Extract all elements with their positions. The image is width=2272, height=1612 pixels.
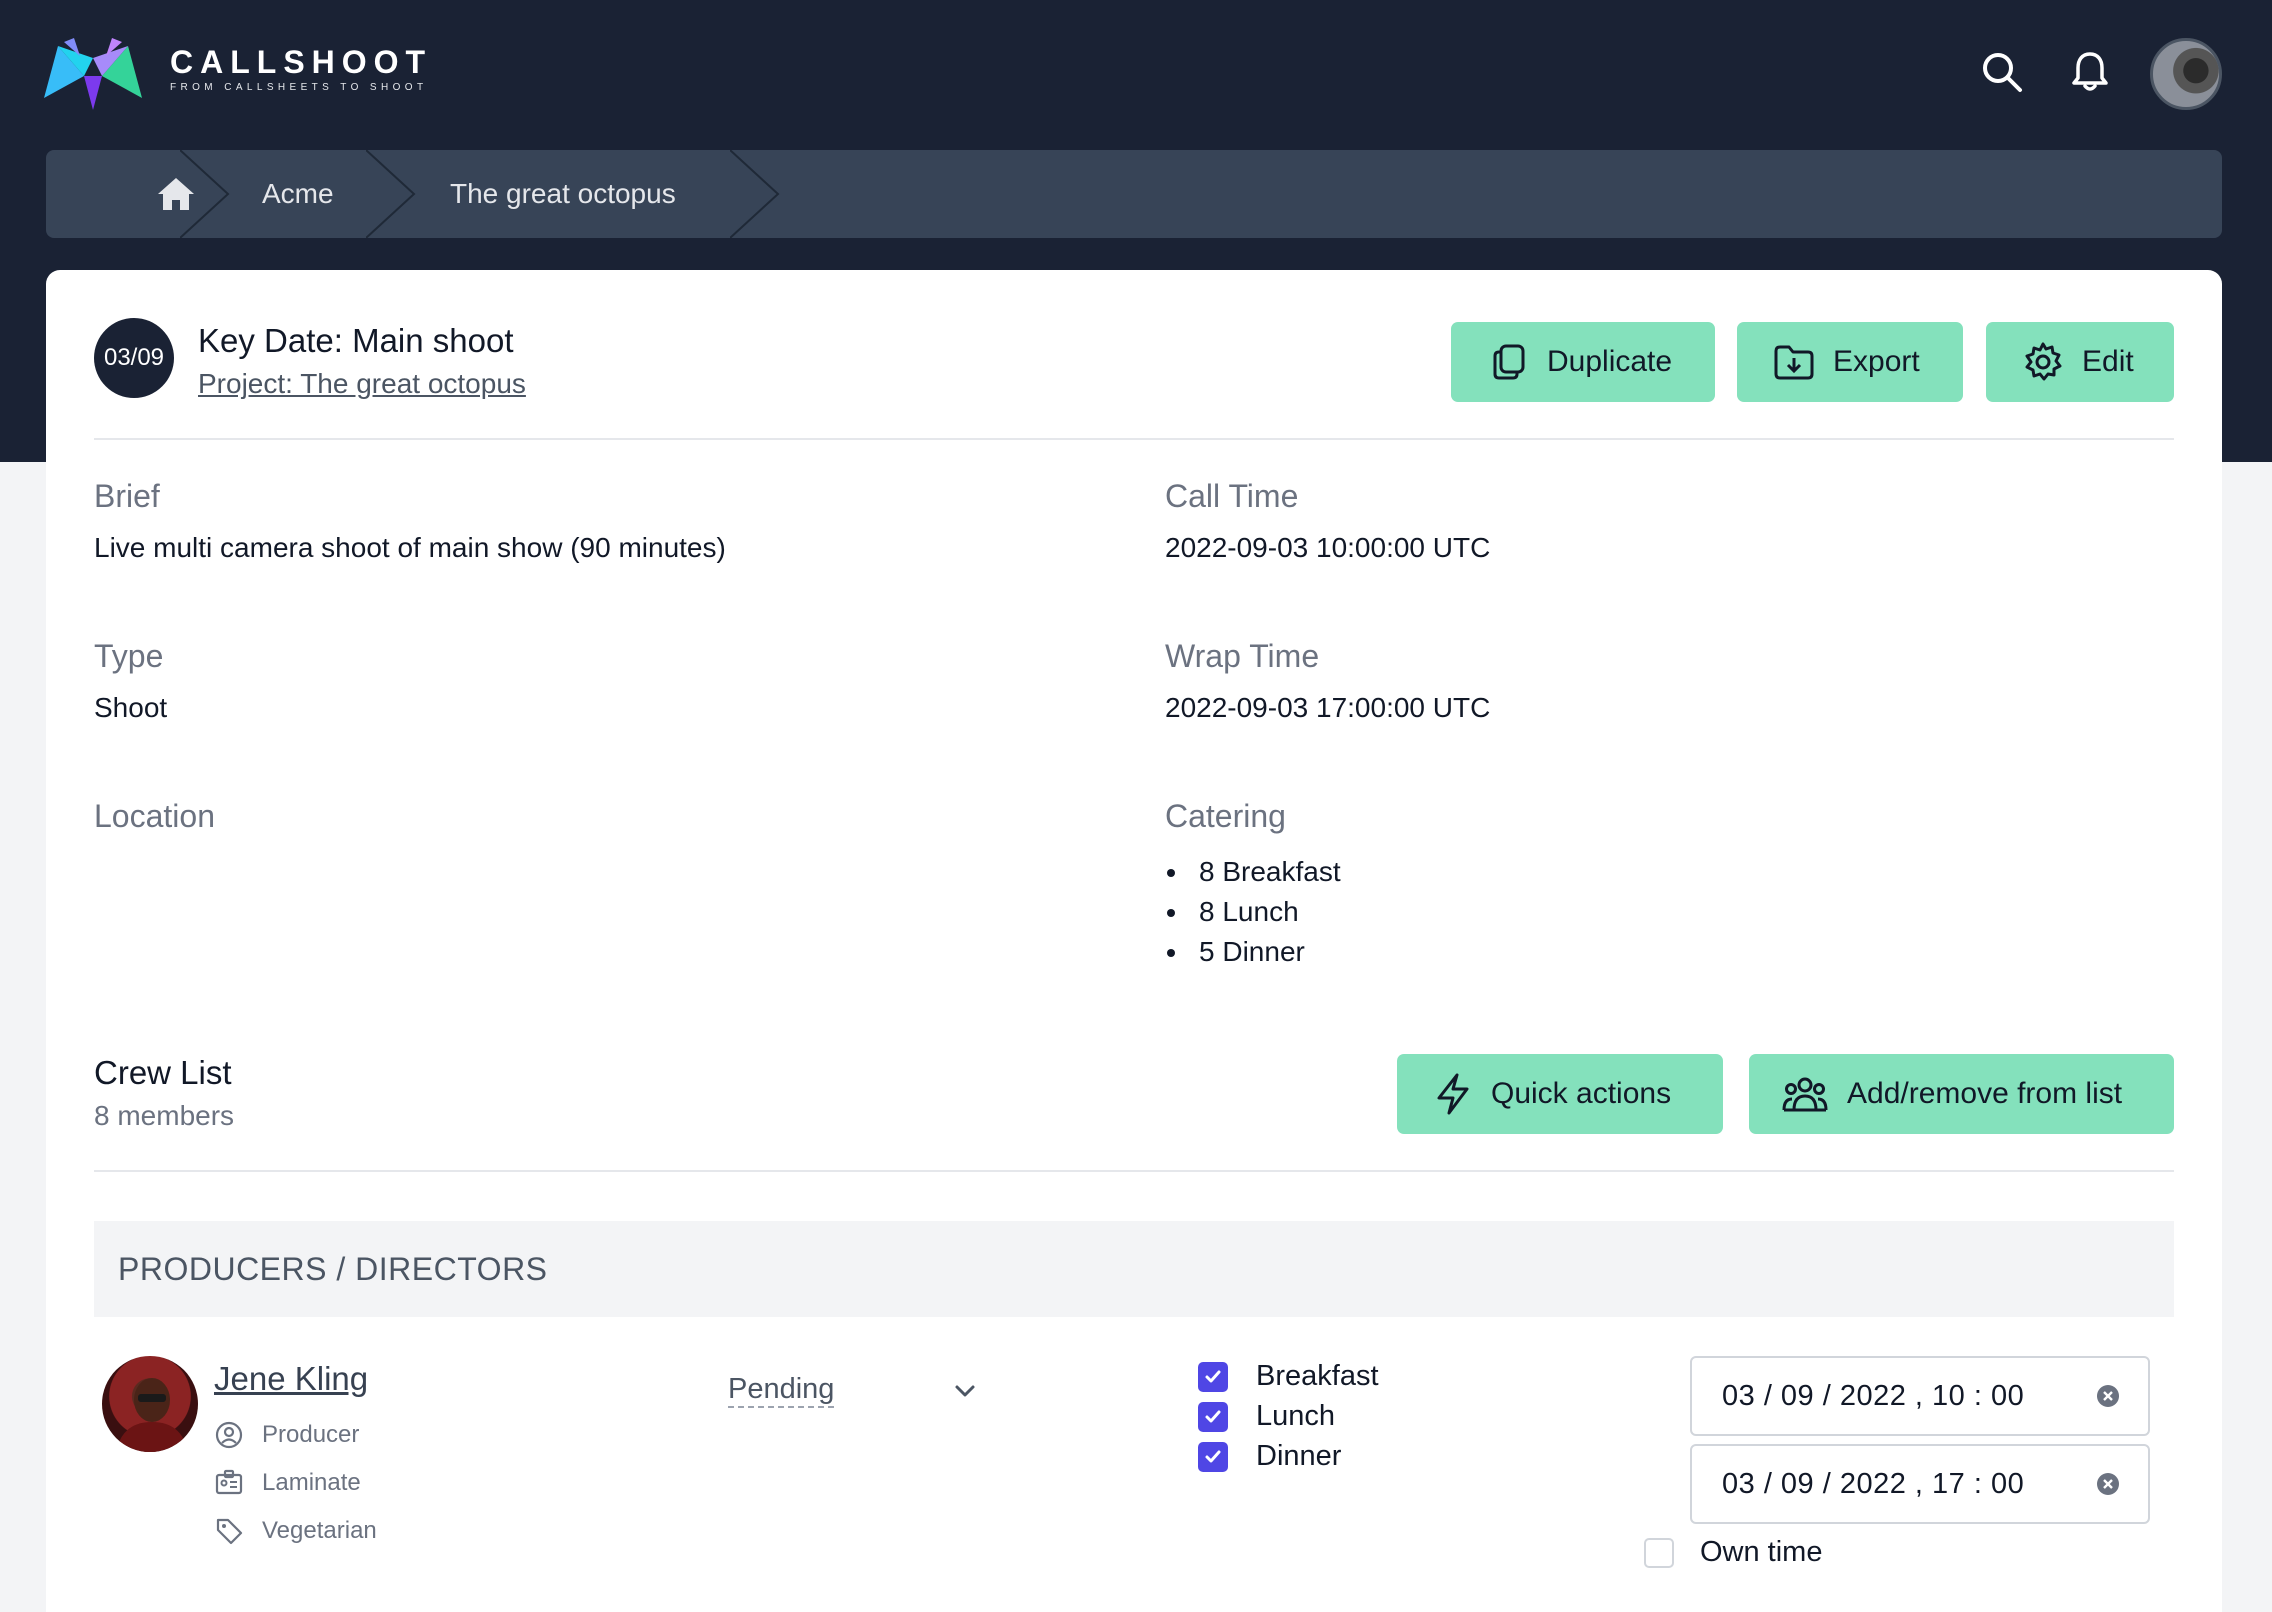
list-item: 5 Dinner: [1165, 932, 1341, 972]
chevron-down-icon: [955, 1385, 975, 1397]
breadcrumb-separator-icon: [366, 150, 416, 238]
meal-label: Lunch: [1256, 1400, 1336, 1432]
breadcrumb-separator-icon: [180, 150, 230, 238]
brand: CALLSHOOT FROM CALLSHEETS TO SHOOT: [170, 44, 432, 93]
call-time-input[interactable]: 03 / 09 / 2022 , 10 : 00: [1690, 1356, 2150, 1436]
call-time-input-value: 03 / 09 / 2022 , 10 : 00: [1722, 1380, 2025, 1412]
member-diet: Vegetarian: [214, 1516, 377, 1546]
crew-member-count: 8 members: [94, 1100, 235, 1131]
breadcrumb-separator-icon: [730, 150, 780, 238]
diet-text: Vegetarian: [262, 1517, 377, 1544]
bell-icon[interactable]: [2066, 48, 2114, 96]
lightning-icon: [1437, 1073, 1469, 1115]
catering-label: Catering: [1165, 798, 1286, 834]
top-navbar: CALLSHOOT FROM CALLSHEETS TO SHOOT: [0, 0, 2272, 150]
crew-list-title: Crew List: [94, 1054, 232, 1091]
export-label: Export: [1833, 345, 1920, 378]
breadcrumb: Acme The great octopus: [46, 150, 2222, 238]
project-link[interactable]: Project: The great octopus: [198, 368, 526, 399]
member-role: Producer: [214, 1420, 359, 1450]
own-time-label: Own time: [1700, 1536, 1823, 1568]
laminate-text: Laminate: [262, 1469, 361, 1496]
status-dropdown[interactable]: Pending: [728, 1368, 988, 1414]
user-avatar[interactable]: [2150, 38, 2222, 110]
brand-name: CALLSHOOT: [170, 44, 433, 80]
clear-icon[interactable]: [2094, 1382, 2122, 1410]
folder-download-icon: [1774, 345, 1814, 380]
department-header: PRODUCERS / DIRECTORS: [94, 1221, 2174, 1317]
list-item: 8 Breakfast: [1165, 852, 1341, 892]
type-value: Shoot: [94, 692, 168, 723]
brand-tagline: FROM CALLSHEETS TO SHOOT: [170, 82, 428, 93]
add-remove-label: Add/remove from list: [1847, 1077, 2123, 1110]
wrap-time-label: Wrap Time: [1165, 638, 1320, 674]
date-badge: 03/09: [94, 318, 174, 398]
home-icon[interactable]: [156, 176, 196, 212]
edit-label: Edit: [2082, 345, 2134, 378]
meal-label: Dinner: [1256, 1440, 1342, 1472]
brief-label: Brief: [94, 478, 160, 514]
id-card-icon: [215, 1469, 243, 1495]
brief-value: Live multi camera shoot of main show (90…: [94, 532, 726, 563]
location-label: Location: [94, 798, 215, 834]
check-icon: [1205, 1410, 1221, 1422]
member-laminate: Laminate: [214, 1468, 361, 1498]
add-remove-button[interactable]: Add/remove from list: [1749, 1054, 2174, 1134]
breadcrumb-item-acme[interactable]: Acme: [262, 178, 334, 209]
callshoot-logo-icon[interactable]: [44, 36, 142, 110]
wrap-time-input-value: 03 / 09 / 2022 , 17 : 00: [1722, 1468, 2025, 1500]
avatar[interactable]: [102, 1356, 198, 1452]
wrap-time-value: 2022-09-03 17:00:00 UTC: [1165, 692, 1491, 723]
user-circle-icon: [215, 1421, 243, 1449]
status-value: Pending: [728, 1372, 835, 1408]
gear-icon: [2025, 342, 2062, 381]
tag-icon: [216, 1518, 243, 1545]
key-date-card: 03/09 Key Date: Main shoot Project: The …: [46, 270, 2222, 1612]
meal-breakfast-checkbox[interactable]: Breakfast: [1198, 1360, 1379, 1393]
checkbox-checked[interactable]: [1198, 1361, 1228, 1392]
checkbox-checked[interactable]: [1198, 1401, 1228, 1432]
type-label: Type: [94, 638, 164, 674]
divider: [94, 438, 2174, 440]
meal-dinner-checkbox[interactable]: Dinner: [1198, 1440, 1341, 1473]
checkbox-unchecked[interactable]: [1644, 1537, 1674, 1568]
duplicate-button[interactable]: Duplicate: [1451, 322, 1715, 402]
meal-lunch-checkbox[interactable]: Lunch: [1198, 1400, 1335, 1433]
meal-label: Breakfast: [1256, 1360, 1379, 1392]
member-name[interactable]: Jene Kling: [214, 1360, 369, 1397]
quick-actions-label: Quick actions: [1491, 1077, 1672, 1110]
wrap-time-input[interactable]: 03 / 09 / 2022 , 17 : 00: [1690, 1444, 2150, 1524]
duplicate-icon: [1493, 344, 1525, 380]
checkbox-checked[interactable]: [1198, 1441, 1228, 1472]
person-photo-icon: [116, 1378, 188, 1452]
divider: [94, 1170, 2174, 1172]
quick-actions-button[interactable]: Quick actions: [1397, 1054, 1723, 1134]
search-icon[interactable]: [1978, 48, 2026, 96]
export-button[interactable]: Export: [1737, 322, 1963, 402]
users-group-icon: [1782, 1077, 1828, 1112]
role-text: Producer: [262, 1421, 360, 1448]
catering-list: 8 Breakfast 8 Lunch 5 Dinner: [1165, 852, 1341, 972]
call-time-label: Call Time: [1165, 478, 1299, 514]
list-item: 8 Lunch: [1165, 892, 1341, 932]
check-icon: [1205, 1450, 1221, 1462]
clear-icon[interactable]: [2094, 1470, 2122, 1498]
own-time-checkbox[interactable]: Own time: [1644, 1536, 1822, 1569]
check-icon: [1205, 1370, 1221, 1382]
breadcrumb-item-project[interactable]: The great octopus: [450, 178, 676, 209]
duplicate-label: Duplicate: [1547, 345, 1673, 378]
call-time-value: 2022-09-03 10:00:00 UTC: [1165, 532, 1491, 563]
edit-button[interactable]: Edit: [1986, 322, 2174, 402]
department-title: PRODUCERS / DIRECTORS: [118, 1251, 548, 1287]
page-title: Key Date: Main shoot: [198, 322, 514, 359]
